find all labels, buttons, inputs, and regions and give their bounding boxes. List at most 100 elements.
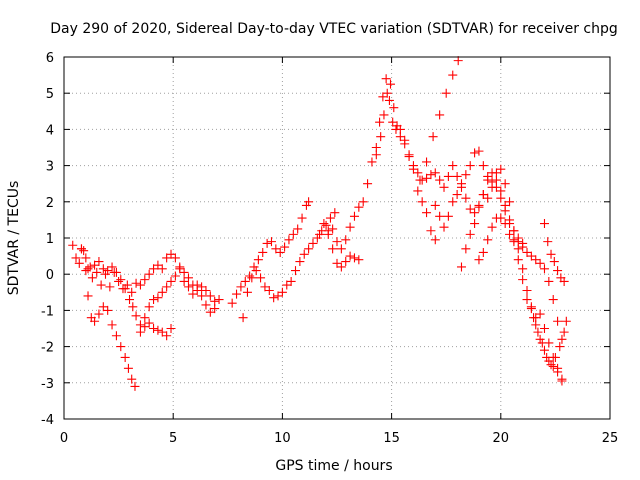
data-point-marker <box>260 282 270 292</box>
y-tick-label: -3 <box>41 377 54 392</box>
data-point-marker <box>153 325 163 335</box>
data-point-marker <box>264 285 274 295</box>
data-point-marker <box>461 244 471 254</box>
data-point-marker <box>90 316 100 326</box>
y-tick-label: 4 <box>46 123 54 138</box>
plot-area <box>68 56 571 391</box>
data-point-marker <box>546 360 556 370</box>
data-point-marker <box>533 327 543 337</box>
data-point-marker <box>474 146 484 156</box>
data-point-marker <box>474 255 484 265</box>
y-tick-label: -1 <box>41 304 54 319</box>
data-point-marker <box>422 173 432 183</box>
data-point-marker <box>304 244 314 254</box>
data-point-marker <box>474 200 484 210</box>
data-point-marker <box>96 280 106 290</box>
data-point-marker <box>443 211 453 221</box>
data-point-marker <box>273 291 283 301</box>
data-point-marker <box>461 170 471 180</box>
data-point-marker <box>553 367 563 377</box>
data-point-marker <box>280 242 290 252</box>
data-point-marker <box>470 148 480 158</box>
grid-lines <box>64 57 610 419</box>
data-point-marker <box>175 264 185 274</box>
data-series <box>323 79 440 254</box>
data-point-marker <box>277 287 287 297</box>
data-point-marker <box>500 219 510 229</box>
data-point-marker <box>548 295 558 305</box>
data-point-marker <box>513 255 523 265</box>
data-point-marker <box>448 70 458 80</box>
plot-frame <box>63 56 611 420</box>
data-series <box>135 264 220 337</box>
data-series <box>68 240 224 306</box>
data-point-marker <box>127 287 137 297</box>
x-tick-label: 25 <box>602 431 619 446</box>
data-point-marker <box>114 276 124 286</box>
data-point-marker <box>100 269 110 279</box>
data-point-marker <box>94 309 104 319</box>
data-point-marker <box>107 262 117 272</box>
data-point-marker <box>286 276 296 286</box>
data-point-marker <box>518 264 528 274</box>
data-point-marker <box>251 266 261 276</box>
data-point-marker <box>341 257 351 267</box>
data-point-marker <box>496 213 506 223</box>
data-point-marker <box>149 264 159 274</box>
data-point-marker <box>435 175 445 185</box>
data-point-marker <box>487 222 497 232</box>
data-point-marker <box>461 193 471 203</box>
data-point-marker <box>542 352 552 362</box>
data-point-marker <box>478 161 488 171</box>
data-point-marker <box>375 117 385 127</box>
data-series <box>315 219 364 272</box>
data-series <box>76 244 140 391</box>
data-point-marker <box>535 258 545 268</box>
data-point-marker <box>456 262 466 272</box>
data-series <box>415 56 463 185</box>
data-point-marker <box>553 266 563 276</box>
data-point-marker <box>413 168 423 178</box>
data-point-marker <box>87 273 97 283</box>
data-point-marker <box>430 200 440 210</box>
data-point-marker <box>537 338 547 348</box>
data-point-marker <box>491 168 501 178</box>
data-point-marker <box>295 257 305 267</box>
data-point-marker <box>242 287 252 297</box>
data-point-marker <box>518 242 528 252</box>
data-point-marker <box>214 295 224 305</box>
data-point-marker <box>522 247 532 257</box>
data-point-marker <box>435 211 445 221</box>
data-point-marker <box>550 352 560 362</box>
data-point-marker <box>435 110 445 120</box>
data-point-marker <box>453 56 463 66</box>
data-series <box>238 208 340 323</box>
data-point-marker <box>557 376 567 386</box>
data-point-marker <box>478 247 488 257</box>
data-point-marker <box>125 295 135 305</box>
y-axis-label: SDTVAR / TECUs <box>6 181 22 296</box>
data-point-marker <box>131 311 141 321</box>
data-point-marker <box>465 161 475 171</box>
data-point-marker <box>135 327 145 337</box>
data-point-marker <box>559 276 569 286</box>
y-tick-label: 0 <box>46 268 54 283</box>
data-point-marker <box>452 171 462 181</box>
data-point-marker <box>415 175 425 185</box>
data-point-marker <box>483 235 493 245</box>
data-point-marker <box>288 229 298 239</box>
data-point-marker <box>509 226 519 236</box>
x-tick-label: 5 <box>169 431 177 446</box>
data-point-marker <box>275 247 285 257</box>
data-point-marker <box>439 182 449 192</box>
data-point-marker <box>205 307 215 317</box>
data-point-marker <box>354 202 364 212</box>
data-point-marker <box>345 222 355 232</box>
data-point-marker <box>505 197 515 207</box>
data-point-marker <box>422 208 432 218</box>
data-point-marker <box>441 88 451 98</box>
y-tick-label: 6 <box>46 51 54 66</box>
y-tick-label: 2 <box>46 196 54 211</box>
data-point-marker <box>439 222 449 232</box>
data-point-marker <box>539 324 549 333</box>
